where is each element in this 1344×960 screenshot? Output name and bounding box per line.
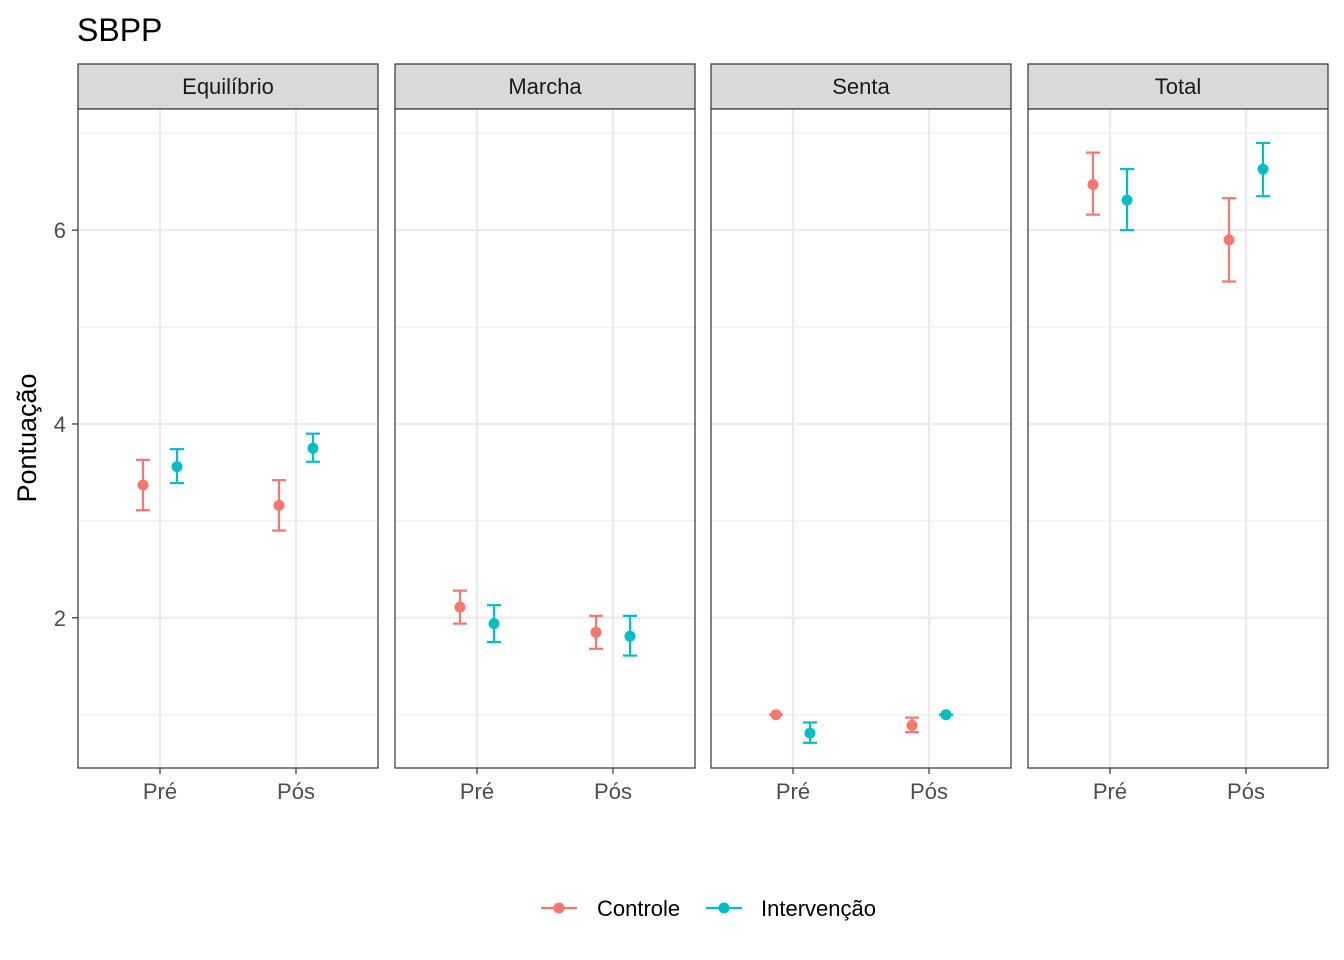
- data-point: [273, 499, 285, 511]
- panel-border: [710, 108, 1012, 769]
- facet-strip: [1027, 63, 1329, 110]
- panel-background: [711, 109, 1011, 768]
- legend-item-2: Intervenção: [706, 896, 876, 921]
- legend-item-1: Controle: [541, 896, 680, 921]
- legend-label: Intervenção: [761, 896, 876, 921]
- panel-background: [78, 109, 378, 768]
- facet-strip: [77, 63, 379, 110]
- data-point: [137, 479, 149, 491]
- x-tick-label: Pré: [143, 779, 177, 804]
- data-point: [1223, 234, 1235, 246]
- data-point: [590, 626, 602, 638]
- data-point: [940, 709, 952, 721]
- data-point: [171, 461, 183, 473]
- data-point: [624, 630, 636, 642]
- y-axis-title: Pontuação: [12, 373, 42, 502]
- x-tick-label: Pré: [776, 779, 810, 804]
- data-point: [804, 727, 816, 739]
- facet-strip-label: Total: [1155, 74, 1201, 99]
- legend-label: Controle: [597, 896, 680, 921]
- data-point: [454, 601, 466, 613]
- x-tick-label: Pós: [277, 779, 315, 804]
- data-point: [1087, 179, 1099, 191]
- x-tick-label: Pós: [910, 779, 948, 804]
- facet-strip-label: Senta: [832, 74, 890, 99]
- y-tick-label: 4: [54, 412, 66, 437]
- facet-strip-label: Marcha: [508, 74, 582, 99]
- facet-panel-4: Total Pré Pós: [1027, 63, 1329, 804]
- facet-strip: [710, 63, 1012, 110]
- panel-border: [394, 108, 696, 769]
- data-point: [1257, 163, 1269, 175]
- y-tick-label: 6: [54, 218, 66, 243]
- data-point: [770, 709, 782, 721]
- y-tick-label: 2: [54, 606, 66, 631]
- facet-panel-3: Senta Pré Pós: [710, 63, 1012, 804]
- x-tick-label: Pós: [594, 779, 632, 804]
- legend: Controle Intervenção: [541, 896, 876, 921]
- data-point: [906, 719, 918, 731]
- chart-title: SBPP: [77, 12, 162, 48]
- panel-border: [77, 108, 379, 769]
- panel-background: [1028, 109, 1328, 768]
- data-point: [488, 618, 500, 630]
- legend-key-point: [718, 902, 730, 914]
- facet-panel-2: Marcha Pré Pós: [394, 63, 696, 804]
- x-tick-label: Pré: [1093, 779, 1127, 804]
- facet-panel-1: Equilíbrio Pré Pós 2 4 6: [54, 63, 379, 804]
- data-point: [307, 442, 319, 454]
- facet-panels: Equilíbrio Pré Pós 2 4 6 Marcha Pré Pós Senta Pré P…: [54, 63, 1329, 804]
- panel-background: [395, 109, 695, 768]
- data-point: [1121, 194, 1133, 206]
- x-tick-label: Pré: [460, 779, 494, 804]
- panel-border: [1027, 108, 1329, 769]
- facet-strip-label: Equilíbrio: [182, 74, 274, 99]
- x-tick-label: Pós: [1227, 779, 1265, 804]
- legend-key-point: [553, 902, 565, 914]
